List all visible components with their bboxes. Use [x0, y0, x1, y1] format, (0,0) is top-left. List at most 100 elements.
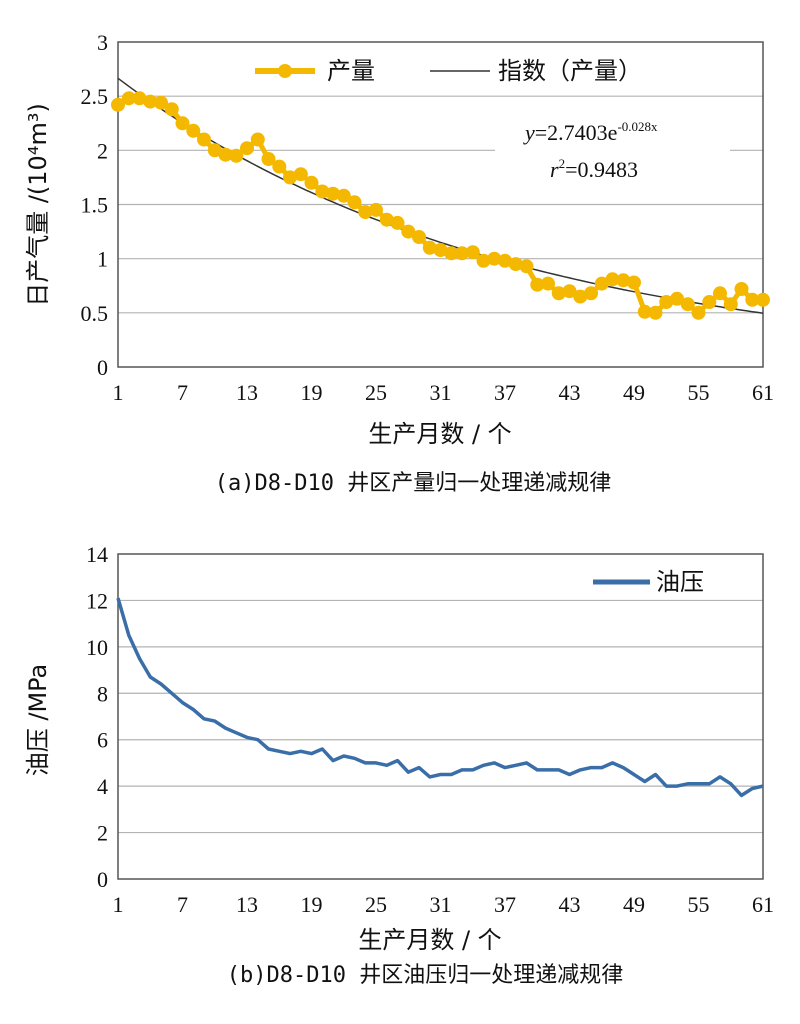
x-tick-label: 55: [688, 380, 710, 405]
data-point-marker: [379, 212, 394, 227]
x-tick-label: 37: [494, 380, 516, 405]
y-tick-label: 2: [97, 821, 108, 846]
chart-a: 0 0.5 1 1.5 2 2.5 3 1 7 13 19 25 31 37 43 49 55 61 产量 指数…: [24, 30, 774, 496]
x-tick-label: 19: [301, 380, 323, 405]
x-tick-label: 13: [236, 892, 258, 917]
data-point-marker: [594, 276, 609, 291]
data-point-marker: [347, 195, 362, 210]
data-point-marker: [465, 245, 480, 260]
data-point-marker: [132, 91, 147, 106]
x-tick-label: 1: [113, 892, 124, 917]
data-point-marker: [627, 275, 641, 290]
chart-b-series-layer: [116, 597, 764, 798]
data-point-marker: [390, 215, 405, 230]
chart-a-equation: y=2.7403e-0.028x r2=0.9483: [495, 110, 730, 190]
data-point-marker: [369, 202, 383, 217]
legend-fit-label: 指数（产量）: [498, 57, 642, 85]
chart-a-x-tick-labels: 1 7 13 19 25 31 37 43 49 55 61: [113, 380, 775, 405]
x-tick-label: 13: [236, 380, 258, 405]
data-point-marker: [401, 224, 416, 239]
chart-b-caption: (b)D8-D10 井区油压归一处理递减规律: [227, 963, 623, 988]
y-tick-label: 0.5: [81, 301, 109, 326]
data-point-marker: [218, 147, 233, 162]
x-tick-label: 61: [752, 892, 774, 917]
data-point-marker: [756, 292, 770, 307]
data-point-marker: [573, 289, 588, 304]
data-point-marker: [734, 282, 749, 296]
r-squared-line: r2=0.9483: [550, 156, 638, 182]
data-point-marker: [455, 246, 469, 261]
y-tick-label: 2.5: [81, 84, 109, 109]
data-point-marker: [336, 188, 351, 203]
y-tick-label: 12: [86, 588, 108, 613]
r-squared-sup: 2: [559, 156, 566, 171]
r-squared-lhs: r: [550, 157, 559, 182]
chart-a-y-axis-title: 日产气量 /(10⁴m³): [24, 103, 52, 307]
legend-production-label: 产量: [327, 57, 375, 85]
y-tick-label: 0: [97, 867, 108, 892]
x-tick-label: 31: [430, 380, 452, 405]
equation-line: y=2.7403e-0.028x: [523, 119, 658, 145]
data-point-marker: [476, 253, 491, 268]
data-point-marker: [444, 246, 459, 261]
y-tick-label: 6: [97, 728, 108, 753]
data-point-marker: [670, 291, 684, 306]
x-tick-label: 49: [623, 380, 645, 405]
data-point-marker: [207, 143, 222, 158]
data-point-marker: [551, 286, 566, 301]
data-point-marker: [680, 297, 695, 312]
r-squared-rhs: =0.9483: [565, 157, 638, 182]
data-point-marker: [315, 184, 330, 199]
chart-a-caption: (a)D8-D10 井区产量归一处理递减规律: [215, 471, 611, 496]
y-tick-label: 2: [97, 138, 108, 163]
x-tick-label: 61: [752, 380, 774, 405]
data-point-marker: [229, 148, 244, 163]
x-tick-label: 31: [430, 892, 452, 917]
data-point-marker: [283, 170, 297, 185]
data-point-marker: [702, 295, 717, 309]
y-tick-label: 8: [97, 681, 108, 706]
x-tick-label: 25: [365, 892, 387, 917]
y-tick-label: 14: [86, 542, 108, 567]
chart-a-series-layer: [111, 91, 770, 320]
data-point-marker: [326, 186, 340, 201]
chart-a-x-axis-title: 生产月数 / 个: [368, 420, 511, 448]
chart-a-y-tick-labels: 0 0.5 1 1.5 2 2.5 3: [81, 30, 109, 380]
data-point-marker: [175, 116, 190, 131]
data-point-marker: [637, 304, 652, 319]
data-point-marker: [723, 297, 738, 312]
equation-lhs: y: [523, 120, 535, 145]
data-point-marker: [143, 94, 158, 109]
x-tick-label: 25: [365, 380, 387, 405]
chart-b-y-tick-labels: 0 2 4 6 8 10 12 14: [86, 542, 108, 892]
y-tick-label: 0: [97, 355, 108, 380]
x-tick-label: 55: [688, 892, 710, 917]
oil-pressure-series-line: [116, 597, 764, 798]
data-point-marker: [562, 284, 577, 299]
data-point-marker: [121, 91, 136, 106]
data-point-marker: [487, 251, 502, 266]
data-point-marker: [293, 167, 308, 182]
x-tick-label: 19: [301, 892, 323, 917]
y-tick-label: 10: [86, 635, 108, 660]
legend-production-marker: [278, 64, 292, 78]
data-point-marker: [605, 272, 620, 287]
data-point-marker: [541, 276, 555, 291]
chart-a-plot-frame: [117, 41, 764, 368]
data-point-marker: [508, 257, 523, 272]
data-point-marker: [111, 97, 125, 112]
data-point-marker: [261, 152, 276, 166]
x-tick-label: 7: [177, 380, 188, 405]
x-tick-label: 1: [113, 380, 124, 405]
data-point-marker: [530, 277, 545, 292]
data-point-marker: [433, 243, 448, 257]
data-point-marker: [616, 273, 631, 288]
x-tick-label: 43: [559, 380, 581, 405]
x-tick-label: 43: [559, 892, 581, 917]
chart-b-y-axis-title: 油压 /MPa: [24, 664, 52, 777]
data-point-marker: [240, 141, 254, 156]
data-point-marker: [745, 292, 760, 307]
y-tick-label: 1.5: [81, 193, 109, 218]
data-point-marker: [713, 286, 727, 301]
